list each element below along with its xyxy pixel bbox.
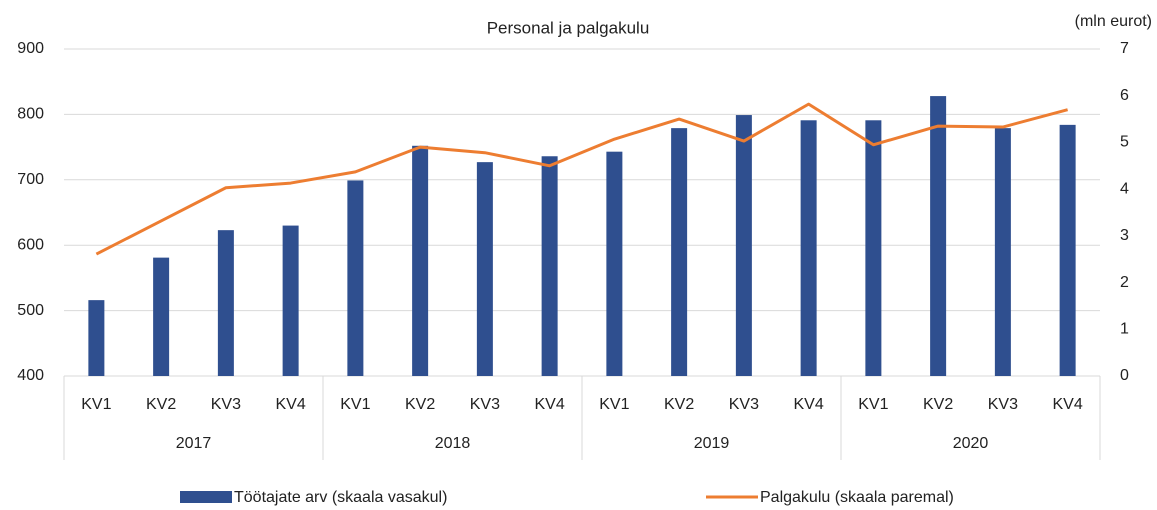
x-tick-label: KV4 xyxy=(535,396,565,413)
x-tick-label: KV2 xyxy=(664,396,694,413)
x-tick-label: KV4 xyxy=(794,396,824,413)
bar xyxy=(930,96,947,376)
x-tick-label: KV3 xyxy=(988,396,1018,413)
x-tick-label: KV1 xyxy=(599,396,629,413)
bar xyxy=(412,145,429,376)
y2-tick-label: 4 xyxy=(1120,180,1129,197)
y-tick-label: 700 xyxy=(17,171,44,188)
chart-title: Personal ja palgakulu xyxy=(487,18,650,37)
legend-label: Palgakulu (skaala paremal) xyxy=(760,489,954,506)
bar xyxy=(282,225,299,376)
bar xyxy=(347,180,364,376)
legend-swatch xyxy=(180,491,232,503)
bar xyxy=(994,128,1011,376)
x-tick-label: KV1 xyxy=(340,396,370,413)
bar xyxy=(153,257,170,376)
y-tick-label: 500 xyxy=(17,302,44,319)
bar xyxy=(671,128,688,376)
bar xyxy=(606,151,623,376)
line xyxy=(95,102,1069,256)
x-tick-label: KV2 xyxy=(923,396,953,413)
y-tick-label: 900 xyxy=(17,40,44,57)
group-label: 2020 xyxy=(953,435,989,452)
bar xyxy=(88,300,105,376)
bar xyxy=(541,156,558,376)
y2-tick-label: 5 xyxy=(1120,134,1129,151)
x-tick-label: KV1 xyxy=(81,396,111,413)
x-tick-label: KV1 xyxy=(858,396,888,413)
y2-tick-label: 7 xyxy=(1120,40,1129,57)
group-label: 2019 xyxy=(694,435,730,452)
x-tick-label: KV4 xyxy=(276,396,306,413)
x-tick-label: KV3 xyxy=(470,396,500,413)
x-tick-label: KV2 xyxy=(146,396,176,413)
bar xyxy=(800,120,817,376)
x-tick-label: KV4 xyxy=(1053,396,1083,413)
y2-axis-label: (mln eurot) xyxy=(1075,13,1152,30)
x-tick-label: KV3 xyxy=(211,396,241,413)
x-tick-label: KV3 xyxy=(729,396,759,413)
bar xyxy=(217,230,234,376)
y2-tick-label: 3 xyxy=(1120,227,1129,244)
y2-tick-label: 0 xyxy=(1120,367,1129,384)
bar xyxy=(735,115,752,376)
y-tick-label: 800 xyxy=(17,106,44,123)
bar xyxy=(476,162,493,376)
y-tick-label: 400 xyxy=(17,367,44,384)
y2-tick-label: 1 xyxy=(1120,321,1129,338)
group-label: 2018 xyxy=(435,435,471,452)
bar xyxy=(1059,124,1076,376)
y2-tick-label: 6 xyxy=(1120,87,1129,104)
legend-label: Töötajate arv (skaala vasakul) xyxy=(234,489,447,506)
group-label: 2017 xyxy=(176,435,212,452)
y2-tick-label: 2 xyxy=(1120,274,1129,291)
y-tick-label: 600 xyxy=(17,236,44,253)
bar xyxy=(865,120,882,376)
x-tick-label: KV2 xyxy=(405,396,435,413)
